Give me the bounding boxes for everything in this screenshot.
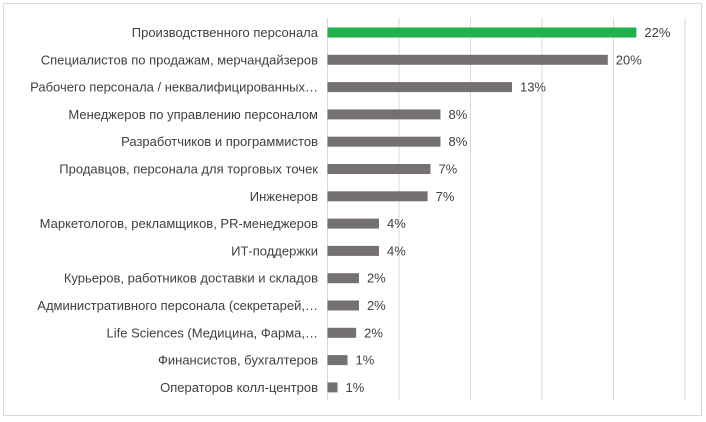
category-label: ИТ-поддержки	[231, 243, 318, 258]
data-label: 8%	[448, 134, 467, 149]
data-label: 2%	[367, 298, 386, 313]
category-label: Разработчиков и программистов	[121, 134, 318, 149]
category-label: Финансистов, бухгалтеров	[158, 353, 318, 368]
data-label: 2%	[364, 325, 383, 340]
data-label: 20%	[616, 52, 642, 67]
category-label: Операторов колл-центров	[160, 380, 318, 395]
data-label: 1%	[346, 380, 365, 395]
bar	[327, 136, 441, 147]
chart-frame	[3, 3, 702, 416]
bar	[327, 27, 637, 38]
category-label: Административного персонала (секретарей,…	[37, 298, 318, 313]
data-label: 4%	[387, 243, 406, 258]
category-label: Производственного персонала	[132, 25, 319, 40]
bar	[327, 164, 431, 174]
bar	[327, 327, 357, 338]
category-label: Продавцов, персонала для торговых точек	[59, 162, 318, 177]
data-label: 2%	[367, 271, 386, 286]
bar	[327, 300, 359, 311]
category-label: Менеджеров по управлению персоналом	[68, 107, 318, 122]
data-label: 7%	[438, 162, 457, 177]
data-label: 7%	[436, 189, 455, 204]
bar	[327, 191, 428, 202]
category-label: Маркетологов, рекламщиков, PR-менеджеров	[40, 216, 318, 231]
bar	[327, 82, 512, 93]
category-label: Life Sciences (Медицина, Фарма,…	[107, 325, 319, 340]
category-label: Рабочего персонала / неквалифицированных…	[30, 80, 318, 95]
bar	[327, 218, 379, 229]
bar	[327, 273, 359, 284]
category-label: Курьеров, работников доставки и складов	[64, 271, 318, 286]
bar	[327, 245, 379, 256]
data-label: 4%	[387, 216, 406, 231]
data-label: 22%	[644, 25, 670, 40]
data-label: 8%	[448, 107, 467, 122]
data-label: 13%	[520, 80, 546, 95]
data-label: 1%	[356, 353, 375, 368]
bar	[327, 355, 348, 366]
category-label: Инженеров	[250, 189, 318, 204]
bar	[327, 382, 338, 393]
bar	[327, 54, 608, 65]
bar	[327, 109, 441, 120]
category-label: Специалистов по продажам, мерчандайзеров	[41, 52, 318, 67]
